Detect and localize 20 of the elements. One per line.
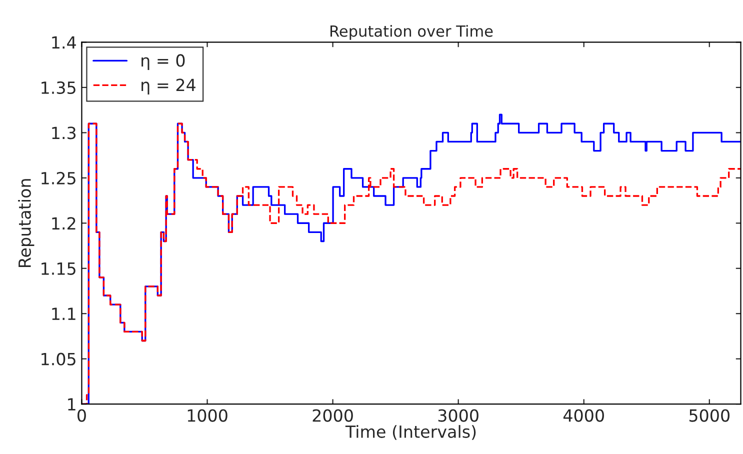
chart-title: Reputation over Time — [330, 25, 493, 40]
x-tick-label: 1000 — [188, 409, 228, 422]
y-tick-label: 1.15 — [42, 262, 76, 275]
y-tick-label: 1.35 — [42, 81, 76, 94]
x-tick-label: 4000 — [563, 409, 604, 422]
x-tick-label: 0 — [78, 409, 86, 422]
x-axis-title: Time (Intervals) — [345, 425, 476, 440]
legend-label: η = 24 — [142, 78, 196, 94]
legend-label: η = 0 — [142, 54, 185, 70]
x-tick-label: 3000 — [438, 409, 478, 422]
x-tick-label: 2000 — [312, 409, 353, 422]
x-tick-label: 5000 — [689, 409, 730, 422]
y-tick-label: 1.25 — [42, 172, 76, 184]
y-tick-label: 1.05 — [42, 352, 76, 366]
y-axis-title: Reputation — [18, 179, 34, 267]
y-tick-label: 1.3 — [52, 126, 76, 140]
y-tick-label: 1 — [68, 398, 76, 410]
y-tick-label: 1.2 — [52, 217, 76, 230]
y-tick-label: 1.4 — [52, 36, 76, 49]
y-tick-label: 1.1 — [52, 308, 76, 320]
